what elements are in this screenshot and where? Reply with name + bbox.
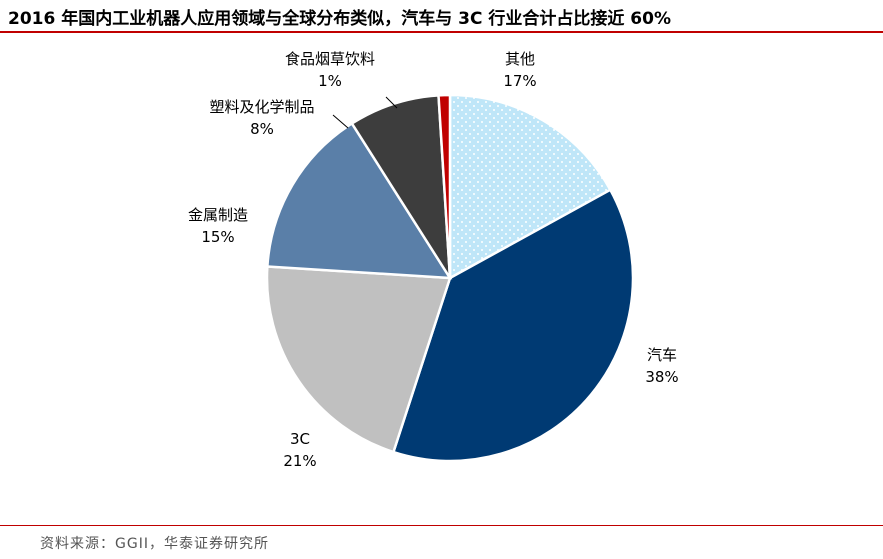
source-rule <box>0 525 883 526</box>
slice-percent: 1% <box>318 72 342 90</box>
source-note: 资料来源：GGII，华泰证券研究所 <box>40 536 269 552</box>
chart-title: 2016 年国内工业机器人应用领域与全球分布类似，汽车与 3C 行业合计占比接近… <box>8 9 671 29</box>
slice-label: 3C 21% <box>283 428 316 472</box>
slice-label: 金属制造 15% <box>188 204 248 248</box>
slice-label: 塑料及化学制品 8% <box>209 96 314 140</box>
slice-category: 金属制造 <box>187 206 249 224</box>
slice-category: 汽车 <box>646 346 677 364</box>
slice-percent: 21% <box>283 452 317 470</box>
slice-label: 食品烟草饮料 1% <box>285 48 375 92</box>
slice-category: 塑料及化学制品 <box>209 98 315 116</box>
pie-slice <box>448 93 613 281</box>
leader-line <box>385 96 398 109</box>
slice-percent: 38% <box>645 368 679 386</box>
slice-category: 3C <box>289 430 311 448</box>
pie-slice <box>391 188 635 463</box>
slice-label: 汽车 38% <box>645 344 678 388</box>
slice-label: 其他 17% <box>503 48 536 92</box>
slice-percent: 15% <box>201 228 235 246</box>
title-rule <box>0 31 883 33</box>
slice-percent: 8% <box>250 120 274 138</box>
leader-line <box>332 114 349 129</box>
slice-percent: 17% <box>503 72 537 90</box>
pie-slice <box>437 93 452 279</box>
pie-slice <box>265 265 452 454</box>
slice-category: 其他 <box>504 50 535 68</box>
pie-slice <box>266 121 453 280</box>
slice-category: 食品烟草饮料 <box>284 50 376 68</box>
